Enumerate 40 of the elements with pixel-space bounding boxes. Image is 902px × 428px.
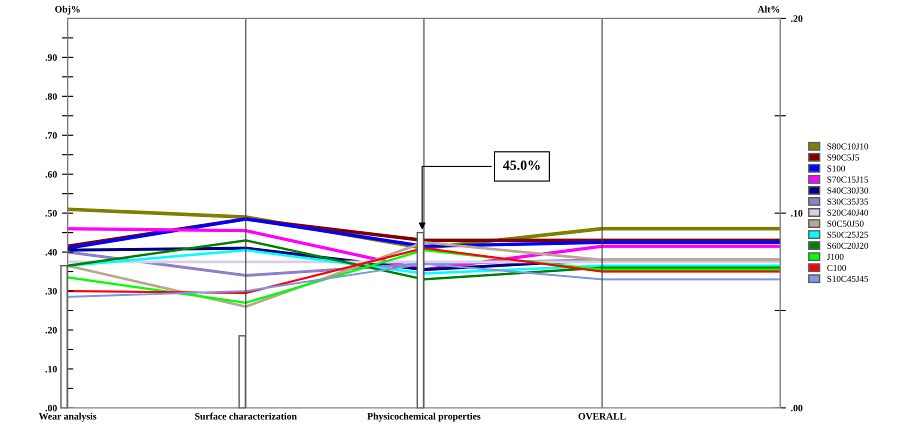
y-tick-label: .60: [46, 171, 57, 178]
y-tick-label: .00: [46, 404, 57, 412]
legend-label: S10C45J45: [827, 276, 868, 282]
x-tick-label: OVERALL: [578, 413, 626, 420]
legend-label: S0C50J50: [827, 220, 864, 227]
y-tick-label: .40: [46, 249, 57, 256]
legend-label: S80C10J10: [827, 143, 868, 150]
y2-tick-label: .00: [791, 404, 802, 412]
line-series: [68, 239, 780, 281]
line-series: [68, 262, 780, 298]
y-axis-title: Obj%: [55, 6, 80, 15]
bar: [416, 232, 424, 409]
y-tick-label: .90: [46, 54, 57, 61]
y-tick-label: .30: [46, 288, 57, 295]
x-tick-label: Physicochemical properties: [367, 412, 480, 422]
y-tick-label: .80: [46, 93, 57, 100]
y2-tick-label: .20: [791, 15, 802, 22]
bar: [238, 335, 246, 409]
legend-label: S70C15J15: [827, 176, 868, 183]
legend-label: S60C20J20: [827, 242, 868, 249]
y2-tick-label: .10: [791, 210, 802, 217]
y-tick-label: .50: [46, 210, 57, 217]
x-tick-label: Surface characterization: [195, 412, 297, 420]
line-series: [68, 247, 780, 294]
y-tick-label: .20: [46, 326, 57, 334]
x-tick-label: Wear analysis: [38, 412, 96, 422]
legend-label: S90C5J5: [827, 154, 860, 160]
legend-label: S30C35J35: [827, 198, 868, 205]
line-series: [68, 249, 780, 304]
legend-label: S50C25J25: [827, 232, 868, 238]
annotation: 45.0%: [503, 160, 540, 170]
legend-label: S100: [827, 165, 846, 172]
y2-axis-title: Alt%: [758, 6, 780, 13]
legend-label: S40C30J30: [827, 188, 868, 194]
y-tick-label: .70: [46, 132, 57, 139]
legend-label: J100: [827, 254, 844, 260]
bar: [60, 265, 68, 409]
y-tick-label: .10: [46, 366, 57, 372]
legend-label: C100: [827, 264, 846, 271]
legend-label: S20C40J40: [827, 210, 868, 216]
